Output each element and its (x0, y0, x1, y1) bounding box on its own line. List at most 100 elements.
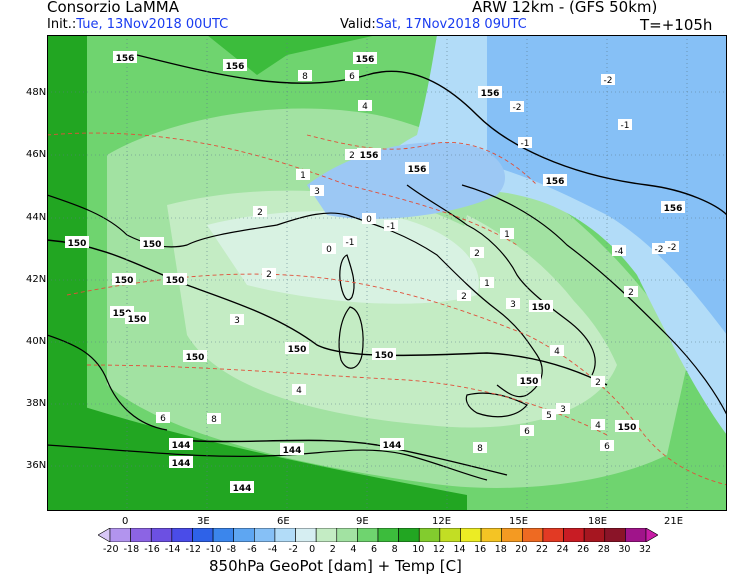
temp-label-bg (343, 236, 357, 247)
geopot-label: 156 (360, 151, 379, 161)
temp-label-bg (384, 220, 398, 231)
colorbar-cell (150, 528, 173, 542)
temp-band-8-south (47, 395, 467, 511)
colorbar-label: -6 (247, 544, 257, 555)
colorbar-label: 16 (474, 544, 487, 555)
temp-label-bg (601, 74, 615, 85)
temp-label: 3 (510, 300, 516, 310)
colorbar-label: 4 (350, 544, 357, 555)
geopot-label-bg (280, 443, 304, 455)
temp-label: 5 (546, 411, 552, 421)
temp-label: 3 (560, 405, 566, 415)
colorbar-label: 18 (494, 544, 507, 555)
colorbar-label: 30 (618, 544, 631, 555)
geopot-label: 150 (618, 423, 637, 433)
colorbar-label: 2 (329, 544, 336, 555)
lat-label: 46N (26, 149, 47, 160)
lat-label: 44N (26, 212, 47, 223)
temp-label: 2 (266, 270, 272, 280)
colorbar-cell (501, 528, 523, 542)
geopot-label-bg (65, 236, 89, 248)
temp-isoline-b (66, 273, 528, 336)
alps-cold-core (307, 142, 506, 219)
coast-sicily (465, 392, 528, 418)
temp-label: 2 (461, 292, 467, 302)
colorbar-cell (254, 528, 276, 542)
colorbar-label: -18 (123, 544, 140, 555)
colorbar-label: 10 (412, 544, 425, 555)
geopot-label: 156 (546, 177, 565, 187)
temp-label-bg (506, 298, 520, 309)
geopot-label: 156 (664, 204, 683, 214)
geopot-label: 144 (172, 459, 191, 469)
model-title: ARW 12km - (GFS 50km) (472, 0, 658, 16)
valid-value: Sat, 17Nov2018 09UTC (375, 17, 527, 32)
colorbar-label: -20 (103, 544, 119, 555)
temp-label-bg (652, 243, 666, 254)
colorbar-cell (604, 528, 626, 542)
colorbar-label: -14 (164, 544, 181, 555)
lon-label: 12E (432, 516, 452, 527)
temp-isoline-d (306, 134, 538, 186)
colorbar-cell (130, 528, 152, 542)
colorbar-label: 28 (597, 544, 610, 555)
valid-time: Valid:Sat, 17Nov2018 09UTC (340, 17, 527, 32)
colorbar-label: 20 (515, 544, 528, 555)
colorbar-cell (336, 528, 358, 542)
coast-corsica (339, 254, 355, 301)
colorbar-label: 12 (432, 544, 445, 555)
geopot-label: 156 (356, 55, 375, 65)
geopot-label-bg (169, 438, 193, 450)
temp-label: -2 (655, 245, 664, 255)
footer-title: 850hPa GeoPot [dam] + Temp [C] (209, 557, 462, 575)
temp-label-bg (518, 137, 532, 148)
temp-label-bg (542, 409, 556, 420)
temp-label-bg (310, 185, 324, 196)
temp-label-bg (253, 206, 267, 217)
coast-spain-east (47, 334, 168, 431)
temp-label-bg (207, 413, 221, 424)
temp-label-bg (230, 314, 244, 325)
geopot-label: 156 (116, 54, 135, 64)
temp-label-bg (322, 243, 336, 254)
temp-band-neg4 (487, 35, 727, 335)
temp-label-bg (262, 268, 276, 279)
temp-label: 2 (257, 208, 263, 218)
colorbar (98, 528, 658, 542)
lat-label: 40N (26, 336, 47, 347)
graticule (47, 35, 727, 511)
lon-label: 0 (122, 516, 129, 527)
temp-isoline-c (86, 364, 608, 436)
valid-label: Valid: (340, 17, 376, 32)
geopot-label-bg (517, 374, 541, 386)
temp-label: 4 (595, 421, 601, 431)
temp-label: 3 (314, 187, 320, 197)
temp-band-0 (207, 210, 479, 304)
temp-label: 8 (211, 415, 217, 425)
colorbar-label: 22 (535, 544, 549, 555)
lon-label: 9E (356, 516, 369, 527)
geopot-label: 150 (375, 351, 394, 361)
temp-label-bg (591, 419, 605, 430)
colorbar-cell (295, 528, 317, 542)
map-frame (47, 35, 727, 511)
temp-label-bg (500, 228, 514, 239)
geopot-label-bg (140, 237, 164, 249)
geopot-label-bg (353, 52, 377, 64)
temp-label: 4 (362, 102, 368, 112)
init-time: Init.:Tue, 13Nov2018 00UTC (47, 17, 228, 32)
colorbar-cell (98, 528, 111, 542)
geopot-label-bg (112, 273, 136, 285)
temp-label-bg (362, 213, 376, 224)
temp-label: 1 (300, 171, 306, 181)
geopot-label: 156 (226, 62, 245, 72)
temp-label: 6 (524, 427, 530, 437)
temp-label: 2 (349, 151, 355, 161)
geopot-label-bg (163, 273, 187, 285)
colorbar-label: -10 (206, 544, 222, 555)
geopot-label: 150 (520, 377, 539, 387)
lon-label: 3E (197, 516, 210, 527)
geopot-label: 156 (408, 165, 427, 175)
geopot-label: 144 (233, 484, 252, 494)
geopot-label: 144 (383, 441, 402, 451)
